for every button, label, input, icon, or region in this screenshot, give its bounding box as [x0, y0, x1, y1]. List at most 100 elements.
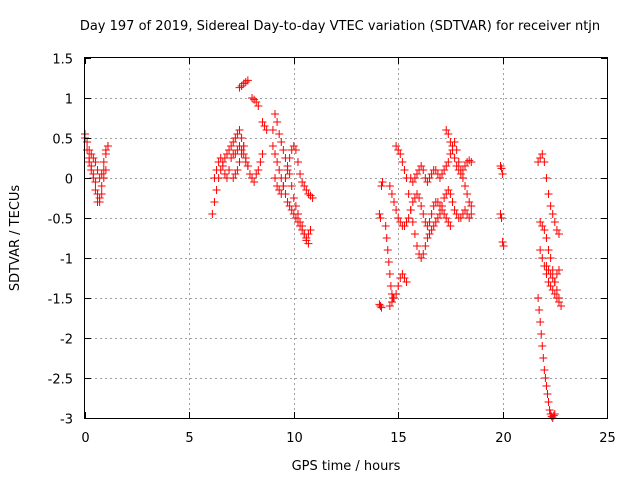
data-point — [229, 174, 238, 182]
data-point — [254, 102, 263, 110]
series-track-k — [268, 142, 315, 242]
data-point — [392, 142, 401, 150]
data-point — [544, 398, 553, 406]
data-point — [101, 150, 110, 158]
data-point — [254, 166, 263, 174]
data-point — [392, 206, 401, 214]
series-track-r — [392, 142, 476, 262]
data-point — [298, 226, 307, 234]
data-point — [210, 174, 219, 182]
data-point — [91, 186, 100, 194]
data-point — [450, 206, 459, 214]
data-point — [243, 162, 252, 170]
data-point — [87, 150, 96, 158]
data-point — [429, 222, 438, 230]
data-point — [258, 150, 267, 158]
data-point — [412, 242, 421, 250]
data-point — [421, 242, 430, 250]
data-point — [400, 222, 409, 230]
data-point — [385, 182, 394, 190]
data-point — [410, 230, 419, 238]
series-track-g — [235, 76, 252, 92]
data-point — [271, 174, 280, 182]
data-point — [91, 158, 100, 166]
data-point — [467, 202, 476, 210]
data-point — [546, 202, 555, 210]
data-point — [536, 218, 545, 226]
data-point — [433, 198, 442, 206]
data-point — [248, 94, 257, 102]
data-point — [498, 170, 507, 178]
data-point — [546, 282, 555, 290]
series-track-t — [442, 126, 476, 178]
data-point — [446, 138, 455, 146]
series-track-w — [534, 150, 563, 238]
data-point — [214, 158, 223, 166]
data-point — [285, 202, 294, 210]
data-point — [544, 246, 553, 254]
data-point — [425, 174, 434, 182]
series-track-s — [406, 138, 476, 210]
data-point — [382, 234, 391, 242]
data-point — [97, 182, 106, 190]
data-point — [404, 214, 413, 222]
data-point — [548, 274, 557, 282]
data-point — [427, 226, 436, 234]
data-point — [289, 194, 298, 202]
data-point — [542, 262, 551, 270]
data-point — [241, 154, 250, 162]
data-point — [400, 274, 409, 282]
data-point — [423, 234, 432, 242]
data-point — [93, 166, 102, 174]
data-point — [440, 194, 449, 202]
data-point — [446, 222, 455, 230]
data-point — [85, 146, 94, 154]
data-point — [398, 158, 407, 166]
data-point — [542, 174, 551, 182]
series-track-aa — [542, 262, 563, 286]
data-point — [289, 142, 298, 150]
chart-title: Day 197 of 2019, Sidereal Day-to-day VTE… — [80, 19, 600, 34]
data-point — [442, 214, 451, 222]
data-point — [273, 118, 282, 126]
data-point — [438, 202, 447, 210]
y-tick-label: 0 — [65, 173, 73, 188]
data-point — [252, 170, 261, 178]
data-point — [394, 146, 403, 154]
data-point — [296, 170, 305, 178]
data-point — [378, 178, 387, 186]
data-point — [554, 298, 563, 306]
data-point — [308, 194, 317, 202]
data-point — [89, 170, 98, 178]
data-point — [412, 190, 421, 198]
data-point — [285, 154, 294, 162]
data-point — [535, 306, 544, 314]
data-point — [415, 194, 424, 202]
data-point — [417, 254, 426, 262]
data-point — [427, 210, 436, 218]
data-point — [408, 198, 417, 206]
series-track-y — [536, 218, 566, 310]
series-track-c — [85, 154, 110, 202]
series-track-d — [208, 126, 248, 218]
series-track-f — [229, 142, 267, 186]
data-point — [541, 374, 550, 382]
grid — [85, 58, 607, 418]
data-point — [273, 158, 282, 166]
y-tick-label: -1.5 — [48, 293, 73, 308]
data-point — [384, 258, 393, 266]
data-point — [442, 162, 451, 170]
data-point — [279, 182, 288, 190]
series-track-x — [534, 294, 559, 422]
data-point — [456, 170, 465, 178]
data-point — [461, 182, 470, 190]
data-point — [435, 174, 444, 182]
x-axis-label: GPS time / hours — [292, 459, 401, 474]
data-point — [542, 234, 551, 242]
data-point — [268, 142, 277, 150]
data-points — [81, 76, 566, 422]
data-point — [103, 142, 112, 150]
data-point — [497, 214, 506, 222]
data-point — [454, 158, 463, 166]
